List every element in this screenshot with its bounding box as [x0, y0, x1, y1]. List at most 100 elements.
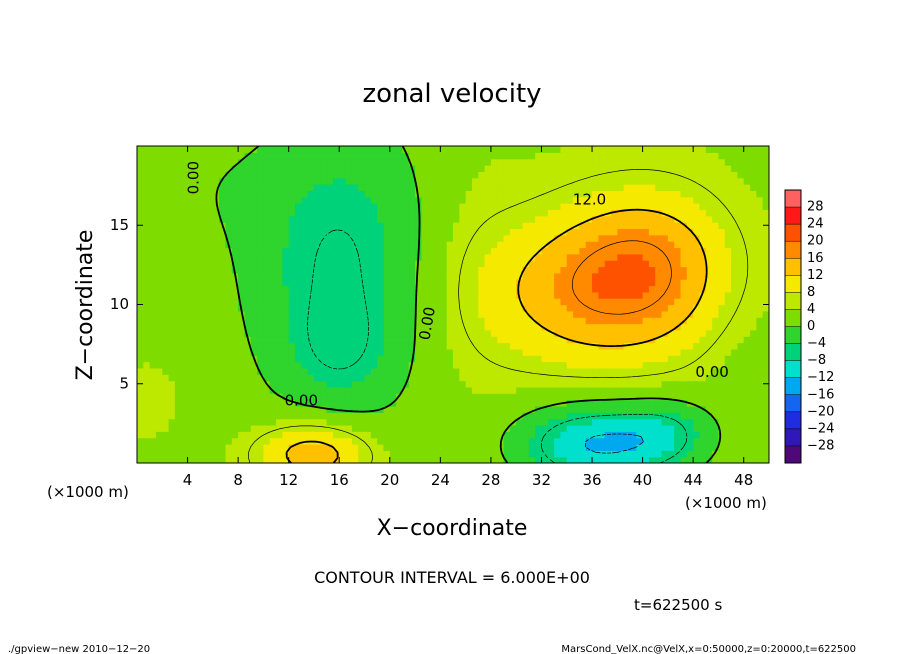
heatmap-cell	[750, 222, 757, 230]
heatmap-cell	[434, 209, 441, 217]
heatmap-cell	[231, 380, 239, 388]
heatmap-cell	[383, 298, 391, 306]
heatmap-cell	[522, 222, 530, 230]
heatmap-cell	[623, 380, 631, 388]
heatmap-cell	[756, 285, 764, 293]
heatmap-cell	[712, 152, 720, 160]
heatmap-cell	[579, 323, 587, 331]
heatmap-cell	[396, 380, 404, 388]
heatmap-cell	[396, 399, 404, 407]
heatmap-cell	[263, 234, 271, 242]
heatmap-cell	[276, 152, 283, 160]
heatmap-cell	[320, 253, 328, 261]
heatmap-cell	[162, 431, 170, 439]
heatmap-cell	[206, 291, 214, 299]
heatmap-cell	[231, 450, 239, 458]
heatmap-cell	[484, 209, 492, 217]
heatmap-cell	[459, 266, 467, 274]
heatmap-cell	[238, 418, 246, 426]
heatmap-cell	[535, 367, 543, 375]
heatmap-cell	[326, 158, 334, 166]
heatmap-cell	[490, 209, 498, 217]
heatmap-cell	[181, 323, 189, 331]
heatmap-cell	[377, 279, 385, 287]
heatmap-cell	[541, 310, 549, 318]
heatmap-cell	[389, 374, 397, 382]
heatmap-cell	[282, 196, 290, 204]
heatmap-cell	[693, 348, 701, 356]
heatmap-cell	[257, 272, 264, 280]
heatmap-cell	[535, 361, 543, 369]
heatmap-cell	[149, 190, 157, 198]
heatmap-cell	[193, 348, 201, 356]
heatmap-cell	[351, 260, 359, 268]
heatmap-cell	[699, 329, 707, 337]
heatmap-cell	[623, 196, 631, 204]
heatmap-cell	[617, 380, 625, 388]
heatmap-cell	[686, 158, 694, 166]
heatmap-cell	[554, 380, 562, 388]
heatmap-cell	[263, 247, 271, 255]
heatmap-cell	[516, 418, 524, 426]
heatmap-cell	[408, 386, 416, 394]
heatmap-cell	[345, 266, 353, 274]
heatmap-cell	[674, 234, 682, 242]
heatmap-cell	[490, 234, 498, 242]
heatmap-cell	[699, 437, 707, 445]
heatmap-cell	[434, 380, 441, 388]
heatmap-cell	[560, 298, 568, 306]
heatmap-cell	[244, 234, 252, 242]
heatmap-cell	[459, 329, 467, 337]
heatmap-cell	[705, 348, 713, 356]
heatmap-cell	[168, 348, 176, 356]
heatmap-cell	[453, 260, 460, 268]
heatmap-cell	[648, 165, 656, 172]
heatmap-cell	[674, 386, 682, 394]
heatmap-cell	[566, 215, 574, 223]
heatmap-cell	[554, 266, 562, 274]
heatmap-cell	[642, 355, 650, 363]
heatmap-cell	[705, 393, 713, 401]
heatmap-cell	[490, 386, 498, 394]
heatmap-cell	[193, 298, 201, 306]
heatmap-cell	[465, 399, 473, 407]
heatmap-cell	[718, 298, 726, 306]
heatmap-cell	[465, 285, 473, 293]
heatmap-cell	[168, 437, 176, 445]
heatmap-cell	[200, 253, 208, 261]
heatmap-cell	[137, 399, 144, 407]
heatmap-cell	[573, 298, 580, 306]
heatmap-cell	[434, 405, 441, 413]
heatmap-cell	[351, 399, 359, 407]
heatmap-cell	[162, 412, 170, 420]
heatmap-cell	[174, 393, 182, 401]
heatmap-cell	[592, 247, 599, 255]
heatmap-cell	[541, 342, 549, 350]
heatmap-cell	[718, 317, 726, 325]
heatmap-cell	[307, 196, 315, 204]
heatmap-cell	[516, 323, 524, 331]
heatmap-cell	[484, 405, 492, 413]
heatmap-cell	[465, 260, 473, 268]
heatmap-cell	[611, 361, 618, 369]
heatmap-cell	[459, 431, 467, 439]
heatmap-cell	[756, 361, 764, 369]
heatmap-cell	[478, 418, 486, 426]
heatmap-cell	[642, 171, 650, 179]
heatmap-cell	[143, 234, 151, 242]
heatmap-cell	[339, 374, 347, 382]
heatmap-cell	[547, 222, 555, 230]
heatmap-cell	[686, 380, 694, 388]
heatmap-cell	[604, 222, 612, 230]
heatmap-cell	[440, 152, 448, 160]
heatmap-cell	[516, 146, 524, 153]
heatmap-cell	[528, 405, 536, 413]
heatmap-cell	[484, 342, 492, 350]
heatmap-cell	[358, 424, 366, 432]
heatmap-cell	[263, 152, 271, 160]
heatmap-cell	[370, 158, 378, 166]
heatmap-cell	[181, 234, 189, 242]
heatmap-cell	[598, 177, 606, 185]
heatmap-cell	[471, 203, 479, 210]
heatmap-cell	[648, 215, 656, 223]
